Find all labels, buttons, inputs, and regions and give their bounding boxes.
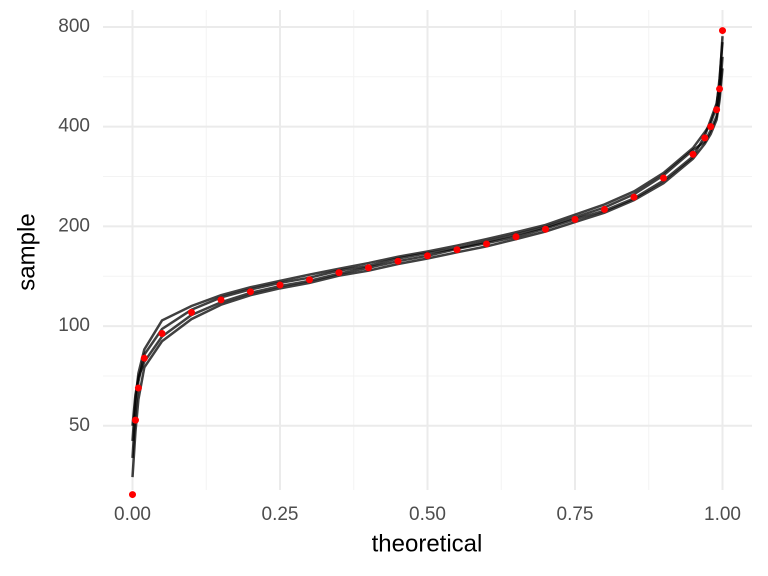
data-point: [701, 134, 709, 142]
series-line: [131, 68, 724, 478]
data-point: [542, 225, 549, 233]
x-tick-label: 0.00: [114, 504, 151, 525]
data-point: [140, 354, 148, 362]
y-tick-label: 200: [58, 215, 90, 236]
data-point: [306, 276, 313, 284]
data-point: [660, 174, 667, 182]
data-point: [129, 491, 136, 499]
data-point: [394, 257, 402, 265]
y-tick-label: 800: [58, 16, 90, 37]
x-tick-label: 0.75: [557, 504, 594, 525]
data-point: [335, 269, 343, 277]
data-point: [707, 123, 715, 131]
data-point: [365, 264, 372, 272]
data-point: [512, 233, 520, 241]
data-point: [424, 252, 431, 260]
x-tick-label: 0.25: [262, 504, 299, 525]
data-point: [247, 288, 254, 296]
data-point: [689, 150, 697, 158]
grid: [103, 10, 752, 490]
data-point: [630, 193, 638, 201]
data-point: [716, 85, 724, 93]
data-point: [601, 205, 608, 213]
y-axis-title: sample: [13, 213, 40, 290]
x-tick-label: 0.50: [409, 504, 446, 525]
series-line: [131, 36, 724, 426]
data-point: [571, 215, 579, 223]
x-tick-label: 1.00: [704, 504, 741, 525]
x-axis-title: theoretical: [372, 530, 483, 557]
data-point: [713, 106, 721, 114]
plot: [129, 27, 726, 499]
y-tick-label: 50: [69, 415, 90, 436]
data-point: [188, 308, 195, 316]
data-point: [158, 329, 166, 337]
data-point: [483, 240, 490, 248]
y-tick-label: 100: [58, 315, 90, 336]
data-point: [134, 384, 142, 392]
y-tick-label: 400: [58, 116, 90, 137]
data-point: [131, 416, 139, 424]
data-point: [719, 27, 726, 35]
data-point: [217, 296, 225, 304]
data-point: [453, 246, 461, 254]
series-line: [131, 41, 724, 442]
data-point: [276, 281, 284, 289]
